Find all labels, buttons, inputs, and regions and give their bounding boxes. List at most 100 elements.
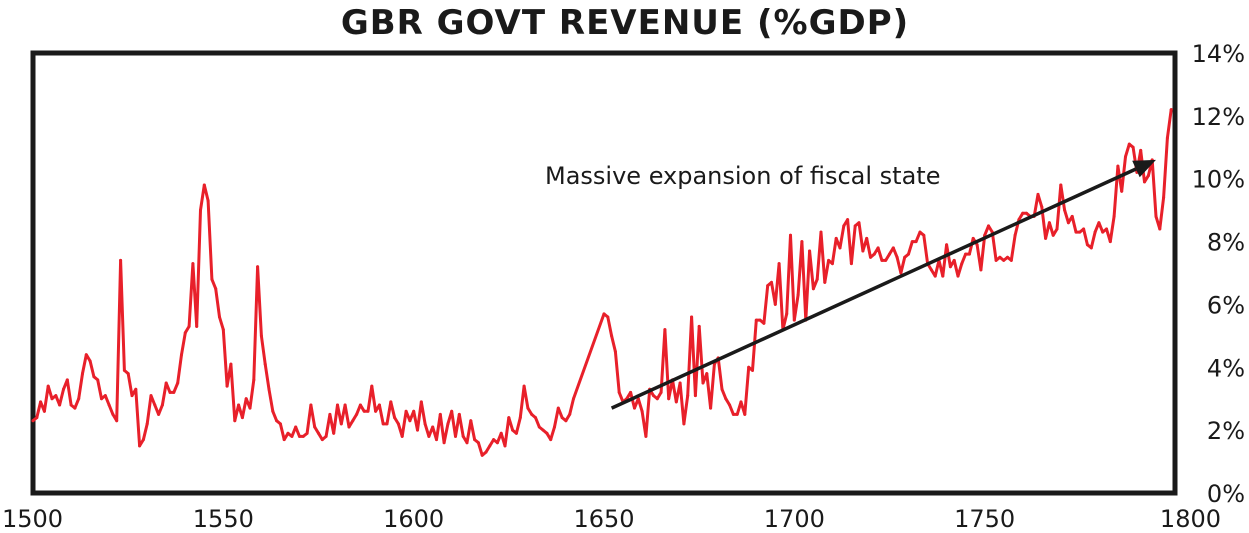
data-point (1127, 142, 1131, 146)
data-point (442, 441, 446, 445)
data-point (674, 400, 678, 404)
data-point (488, 444, 492, 448)
data-point (183, 331, 187, 335)
data-point (994, 258, 998, 262)
data-point (1059, 183, 1063, 187)
y-tick-label: 12% (1192, 103, 1245, 131)
data-point (1013, 233, 1017, 237)
data-point (610, 334, 614, 338)
data-point (65, 378, 69, 382)
y-tick-label: 8% (1207, 229, 1245, 257)
x-tick-label: 1650 (573, 505, 634, 533)
data-point (541, 428, 545, 432)
data-point (450, 409, 454, 413)
data-point (941, 274, 945, 278)
data-point (770, 280, 773, 284)
data-point (819, 230, 823, 234)
data-point (225, 384, 229, 388)
data-point (964, 252, 968, 256)
data-point (929, 268, 933, 272)
data-point (347, 425, 351, 429)
data-point (263, 362, 267, 366)
data-point (629, 390, 633, 394)
data-point (796, 293, 800, 297)
data-point (876, 246, 880, 250)
data-point (659, 390, 663, 394)
data-point (149, 394, 153, 398)
data-point (830, 262, 834, 266)
data-point (286, 431, 290, 435)
data-point (199, 208, 202, 212)
data-point (697, 324, 701, 328)
data-point (195, 324, 199, 328)
data-point (229, 362, 233, 366)
data-point (31, 419, 35, 423)
data-point (42, 409, 46, 413)
data-point (317, 431, 320, 435)
data-point (419, 400, 423, 404)
data-point (305, 431, 309, 435)
data-point (126, 372, 130, 376)
data-point (416, 428, 419, 432)
data-point (693, 394, 697, 398)
data-point (210, 277, 214, 281)
data-point (233, 419, 237, 423)
data-point (701, 381, 705, 385)
data-point (103, 394, 107, 398)
data-point (1108, 240, 1112, 244)
data-point (119, 258, 123, 262)
data-point (454, 434, 457, 438)
data-point (537, 425, 541, 429)
data-point (1089, 246, 1093, 250)
data-point (880, 258, 884, 262)
data-point (640, 409, 644, 413)
data-point (244, 397, 248, 401)
data-point (240, 416, 244, 420)
data-point (446, 422, 450, 426)
plot-frame (30, 50, 1178, 496)
data-point (427, 434, 431, 438)
data-point (107, 403, 111, 407)
data-point (332, 431, 336, 435)
data-point (522, 384, 526, 388)
data-point (1009, 258, 1013, 262)
data-point (891, 246, 895, 250)
data-point (910, 240, 914, 244)
data-point (903, 255, 907, 259)
data-point (134, 387, 138, 391)
data-point (815, 277, 819, 281)
data-point (518, 416, 522, 420)
data-point (705, 372, 709, 376)
data-point (168, 390, 172, 394)
data-point (1154, 214, 1158, 218)
data-point (81, 372, 84, 376)
data-point (1040, 205, 1044, 209)
data-point (473, 438, 477, 442)
data-point (160, 403, 164, 407)
data-point (895, 255, 899, 259)
data-point (530, 412, 534, 416)
data-point (396, 422, 400, 426)
data-point (309, 403, 313, 407)
y-tick-label: 2% (1207, 417, 1245, 445)
y-tick-label: 14% (1192, 40, 1245, 68)
data-point (267, 387, 271, 391)
data-point (495, 441, 499, 445)
data-point (374, 409, 378, 413)
data-point (157, 412, 161, 416)
data-point (435, 438, 438, 442)
data-point (1112, 214, 1116, 218)
data-point (480, 453, 484, 457)
data-point (385, 422, 389, 426)
data-point (724, 397, 728, 401)
data-point (766, 284, 770, 288)
data-point (1066, 221, 1070, 225)
data-point (827, 258, 831, 262)
data-point (728, 403, 732, 407)
data-point (221, 328, 225, 332)
data-point (808, 249, 812, 253)
data-point (339, 422, 343, 426)
data-point (122, 368, 126, 372)
data-point (834, 236, 838, 240)
data-point (476, 441, 480, 445)
